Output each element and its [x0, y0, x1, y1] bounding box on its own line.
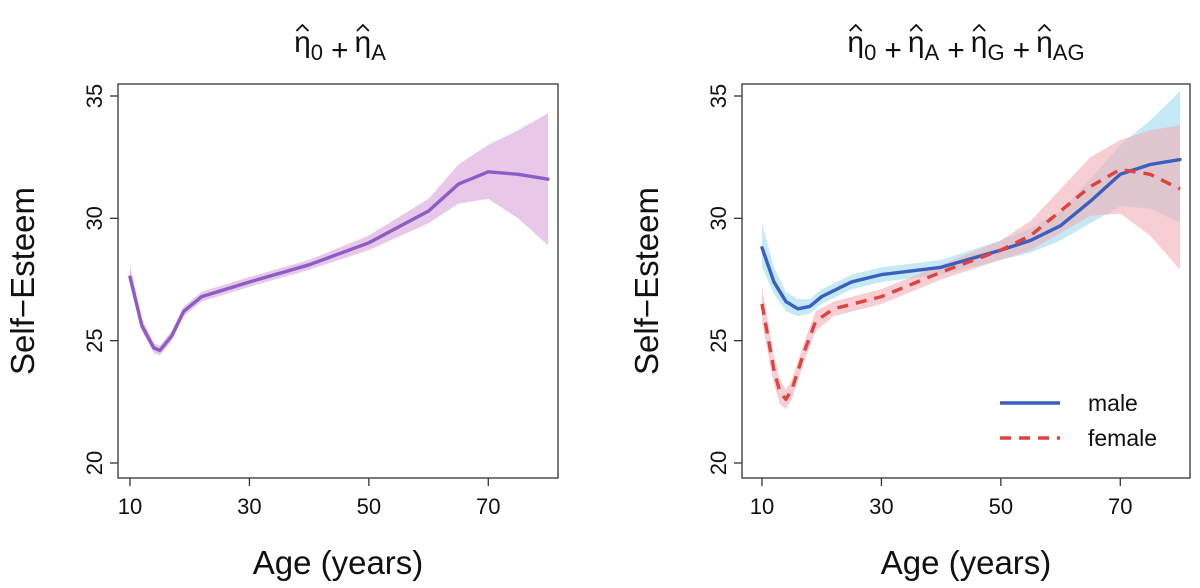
hat-accent — [909, 23, 923, 32]
series-line-female — [760, 167, 1181, 402]
y-axis-title: Self−Esteem — [4, 187, 41, 375]
panel-2: 10 30 50 70 20 25 30 35 Age (years) Self−Esteem η0… — [628, 23, 1191, 581]
y-tick-label: 35 — [82, 84, 107, 108]
series-line-male — [760, 157, 1182, 311]
y-tick-label: 20 — [706, 451, 731, 475]
hat-accent — [1037, 23, 1052, 32]
x-axis-title: Age (years) — [881, 544, 1052, 581]
hat-accent — [849, 23, 863, 32]
x-tick-label: 50 — [989, 494, 1013, 519]
x-tick-label: 50 — [357, 494, 381, 519]
hat-accent — [972, 23, 986, 32]
x-tick-label: 70 — [1108, 494, 1132, 519]
x-tick-label: 10 — [118, 494, 142, 519]
panel-title: η0 + ηA — [294, 26, 386, 67]
panel-title: η0 + ηA + ηG + ηAG — [847, 26, 1084, 67]
y-tick-label: 25 — [706, 328, 731, 352]
y-tick-label: 20 — [82, 451, 107, 475]
legend-label-female: female — [1088, 425, 1157, 451]
x-axis-title: Age (years) — [253, 544, 424, 581]
plot-frame — [741, 83, 1191, 479]
panel-1: 10 30 50 70 20 25 30 35 Age (years) Self−Esteem η0… — [4, 23, 559, 581]
hat-accent — [295, 23, 310, 32]
hat-accent — [356, 23, 370, 32]
legend: male female — [1000, 390, 1157, 451]
y-tick-label: 30 — [82, 206, 107, 230]
x-tick-label: 10 — [750, 494, 774, 519]
x-tick-label: 30 — [869, 494, 893, 519]
series-line-series-1 — [128, 170, 550, 353]
y-tick-label: 25 — [82, 328, 107, 352]
x-tick-label: 70 — [476, 494, 500, 519]
y-tick-label: 30 — [706, 206, 731, 230]
y-axis-title: Self−Esteem — [628, 187, 665, 375]
legend-label-male: male — [1088, 390, 1138, 416]
confidence-band-female — [762, 125, 1180, 410]
plot-frame — [117, 83, 559, 479]
x-tick-label: 30 — [237, 494, 261, 519]
y-tick-label: 35 — [706, 84, 731, 108]
confidence-band-series-1 — [130, 113, 548, 356]
